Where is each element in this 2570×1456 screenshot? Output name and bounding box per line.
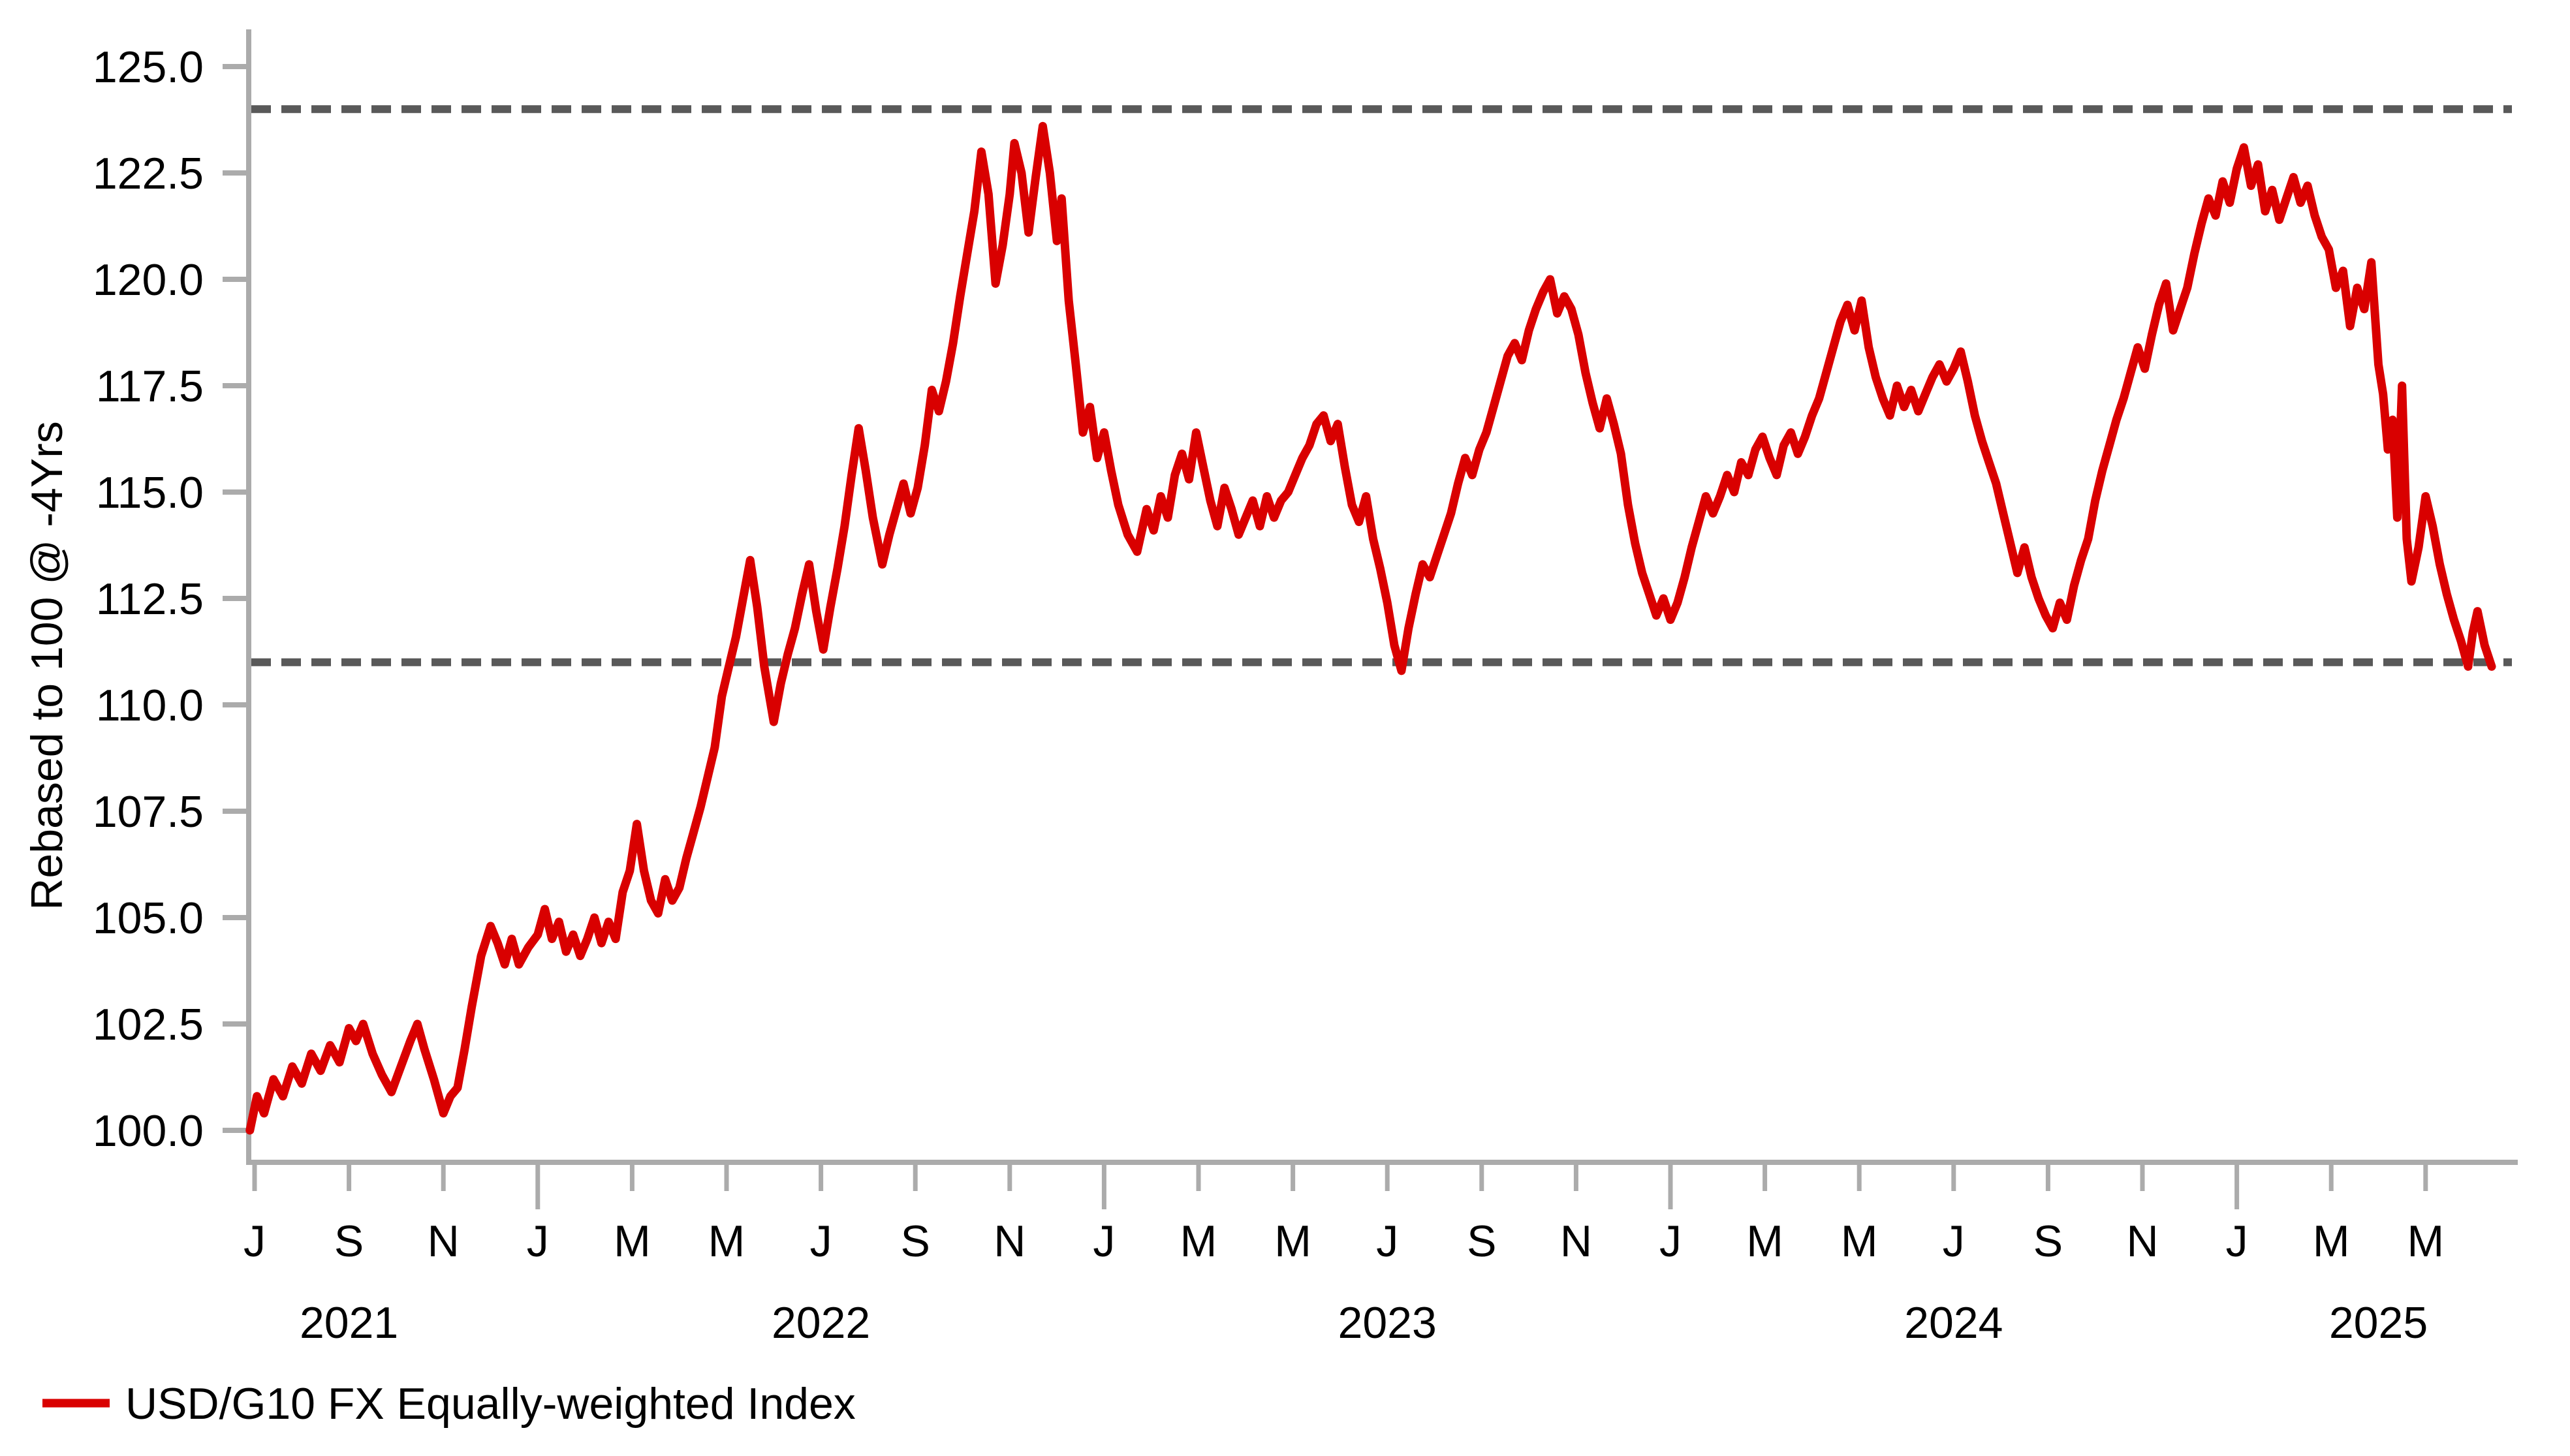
- y-tick-label: 100.0: [93, 1106, 204, 1156]
- x-tick-label: S: [1467, 1216, 1496, 1266]
- y-tick-label: 125.0: [93, 42, 204, 92]
- y-tick-label: 102.5: [93, 1000, 204, 1049]
- x-tick-label: N: [2126, 1216, 2158, 1266]
- x-tick-label: J: [243, 1216, 266, 1266]
- year-label: 2025: [2329, 1298, 2428, 1348]
- year-label: 2021: [300, 1298, 398, 1348]
- x-tick-label: J: [810, 1216, 832, 1266]
- y-axis-ticks: 125.0 122.5 120.0 117.5 115.0 112.5 110.0 107.5…: [93, 42, 249, 1156]
- x-tick-label: S: [334, 1216, 364, 1266]
- y-tick-label: 122.5: [93, 149, 204, 198]
- x-tick-label: M: [614, 1216, 651, 1266]
- x-tick-label: N: [428, 1216, 460, 1266]
- x-tick-label: J: [1093, 1216, 1115, 1266]
- x-tick-label: N: [1560, 1216, 1592, 1266]
- year-label: 2022: [772, 1298, 870, 1348]
- year-label: 2023: [1338, 1298, 1437, 1348]
- usd-g10-index-line: [245, 121, 2496, 1135]
- x-tick-label: M: [2407, 1216, 2444, 1266]
- x-tick-label: J: [1943, 1216, 1965, 1266]
- x-tick-label: M: [1746, 1216, 1783, 1266]
- x-tick-label: M: [2313, 1216, 2350, 1266]
- x-tick-label: N: [994, 1216, 1026, 1266]
- y-tick-label: 117.5: [96, 362, 204, 411]
- y-tick-label: 110.0: [96, 681, 204, 730]
- x-tick-label: S: [2033, 1216, 2063, 1266]
- x-tick-label: M: [708, 1216, 745, 1266]
- legend-label: USD/G10 FX Equally-weighted Index: [125, 1379, 856, 1429]
- year-label: 2024: [1904, 1298, 2003, 1348]
- legend: USD/G10 FX Equally-weighted Index: [42, 1379, 856, 1429]
- x-tick-label: M: [1841, 1216, 1878, 1266]
- x-tick-label: S: [901, 1216, 930, 1266]
- y-tick-label: 107.5: [93, 787, 204, 837]
- x-tick-label: J: [1659, 1216, 1682, 1266]
- x-tick-label: J: [2226, 1216, 2248, 1266]
- y-tick-label: 115.0: [96, 468, 204, 518]
- x-tick-label: M: [1180, 1216, 1217, 1266]
- y-tick-label: 120.0: [93, 255, 204, 305]
- x-tick-label: J: [1376, 1216, 1398, 1266]
- y-tick-label: 105.0: [93, 893, 204, 943]
- x-axis-year-labels: 2021 2022 2023 2024 2025: [300, 1298, 2428, 1348]
- y-tick-label: 112.5: [96, 574, 204, 624]
- y-axis-title: Rebased to 100 @ -4Yrs: [22, 421, 72, 910]
- x-tick-label: M: [1274, 1216, 1311, 1266]
- x-tick-label: J: [527, 1216, 549, 1266]
